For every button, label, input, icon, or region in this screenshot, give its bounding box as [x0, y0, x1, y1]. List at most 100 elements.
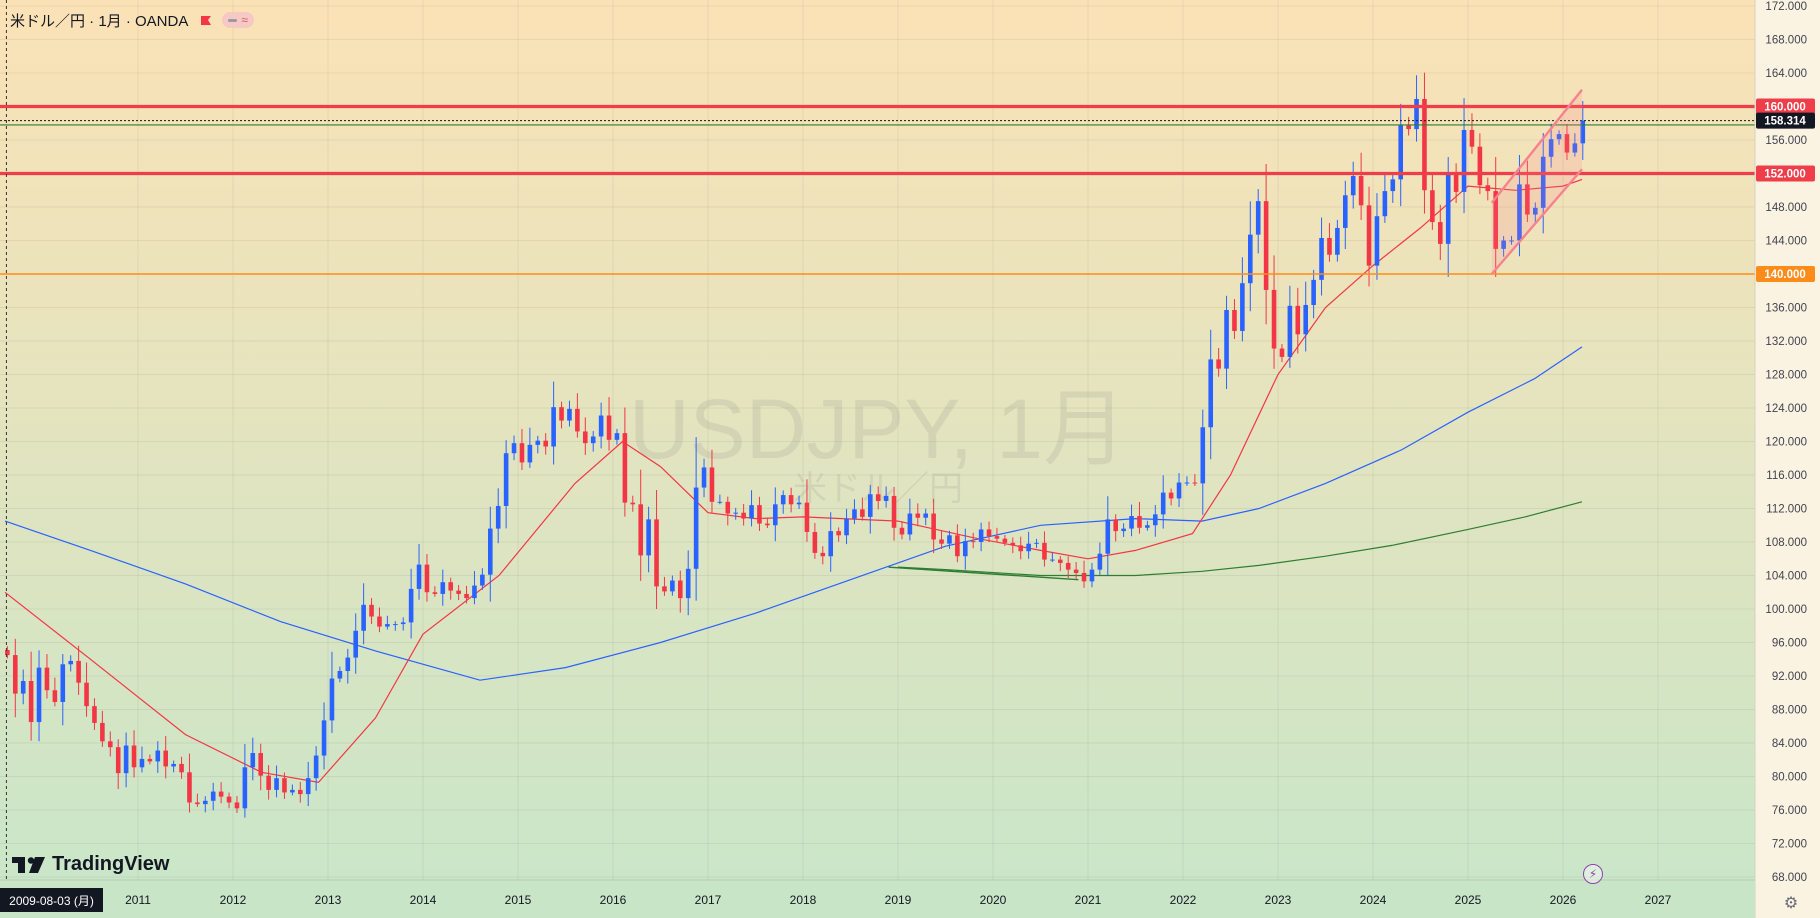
candle-body [559, 407, 564, 421]
candle-body [875, 494, 881, 501]
candle-body [1406, 124, 1411, 130]
price-label-text: 158.314 [1764, 116, 1806, 128]
candle-body [321, 720, 327, 756]
candle-body [250, 753, 256, 768]
candle-body [1501, 240, 1506, 249]
candle-body [844, 518, 849, 536]
time-tick-label: 2017 [695, 893, 722, 907]
candle-body [1509, 240, 1514, 242]
tradingview-logo[interactable]: TradingView [12, 853, 169, 876]
candle-body [1382, 191, 1388, 217]
candle-body [955, 535, 960, 557]
time-tick-label: 2024 [1360, 893, 1387, 907]
ma-short-line [4, 178, 1583, 784]
candle-body [1469, 129, 1475, 147]
candle-body [1050, 559, 1055, 561]
symbol-legend[interactable]: 米ドル／円 · 1月 · OANDA ≈ [10, 9, 254, 31]
candle-body [163, 750, 169, 767]
candle-body [899, 527, 905, 535]
candle-body [416, 564, 422, 589]
candle-body [1042, 542, 1047, 560]
time-tick-label: 2018 [790, 893, 817, 907]
candle-body [84, 682, 89, 707]
indicator-toggle-pill[interactable]: ≈ [222, 12, 254, 28]
candle-body [606, 415, 612, 440]
candle-body [757, 505, 762, 524]
candle-body [1192, 482, 1198, 484]
candle-body [820, 552, 826, 557]
candle-body [1445, 173, 1451, 244]
candle-body [1184, 482, 1190, 484]
candle-body [408, 588, 414, 623]
ma-mid-line [4, 346, 1583, 681]
symbol-title: 米ドル／円 · 1月 · OANDA [10, 12, 189, 30]
candle-body [1572, 143, 1578, 153]
candle-body [947, 535, 952, 544]
candle-body [614, 433, 620, 440]
candle-body [1010, 542, 1016, 546]
candle-body [361, 604, 366, 631]
candle-body [147, 758, 153, 762]
candle-body [1422, 98, 1427, 191]
candle-body [187, 772, 192, 803]
candle-body [1493, 191, 1499, 249]
candle-body [28, 681, 34, 723]
time-tick-label: 2016 [600, 893, 627, 907]
logo-text: TradingView [52, 853, 170, 875]
replay-bolt-icon[interactable]: ⚡ [1583, 864, 1603, 884]
candle-body [638, 504, 644, 556]
candle-body [369, 604, 374, 617]
channel-upper-line[interactable] [1490, 89, 1583, 204]
candle-body [440, 582, 446, 594]
candle-body [804, 502, 810, 532]
candle-body [1525, 184, 1530, 215]
candle-body [305, 778, 311, 795]
candle-body [20, 681, 26, 694]
candle-body [1335, 227, 1340, 255]
candle-body [741, 512, 746, 519]
price-tick-label: 132.000 [1765, 336, 1807, 348]
flag-icon[interactable] [200, 14, 212, 26]
support-trendline[interactable] [888, 566, 1079, 581]
channel-lower-line[interactable] [1490, 168, 1583, 275]
candle-body [1390, 179, 1396, 192]
price-axis-background [1755, 0, 1820, 918]
candle-body [1374, 216, 1380, 266]
candle-body [210, 791, 216, 801]
price-tick-label: 112.000 [1766, 504, 1807, 516]
candle-body [788, 495, 794, 505]
candle-body [852, 509, 857, 519]
candle-body [1018, 545, 1024, 552]
candle-body [685, 568, 691, 599]
candle-body [297, 789, 303, 795]
candle-body [1453, 173, 1459, 192]
candle-body [202, 800, 208, 805]
candle-body [1034, 542, 1039, 544]
candle-body [717, 501, 723, 503]
candle-body [480, 574, 485, 586]
ma-long-line [897, 501, 1583, 577]
price-label-text: 160.000 [1764, 102, 1806, 114]
candle-body [131, 745, 137, 768]
candle-body [765, 523, 770, 526]
candle-body [590, 436, 596, 444]
settings-gear-icon[interactable]: ⚙ [1783, 895, 1799, 912]
candle-body [266, 775, 271, 790]
candle-body [693, 487, 699, 569]
candle-body [400, 622, 406, 625]
price-tick-label: 100.000 [1765, 604, 1807, 616]
candle-body [226, 796, 232, 803]
candle-body [377, 616, 382, 627]
candle-body [527, 444, 533, 463]
candle-body [1263, 201, 1269, 290]
candle-body [1121, 528, 1126, 532]
candle-body [107, 741, 113, 748]
candle-body [1160, 492, 1166, 515]
candle-body [5, 650, 10, 656]
candle-body [495, 505, 501, 529]
candle-body [986, 529, 992, 537]
candle-body [68, 660, 74, 665]
price-tick-label: 104.000 [1765, 571, 1807, 583]
candle-body [654, 519, 659, 587]
